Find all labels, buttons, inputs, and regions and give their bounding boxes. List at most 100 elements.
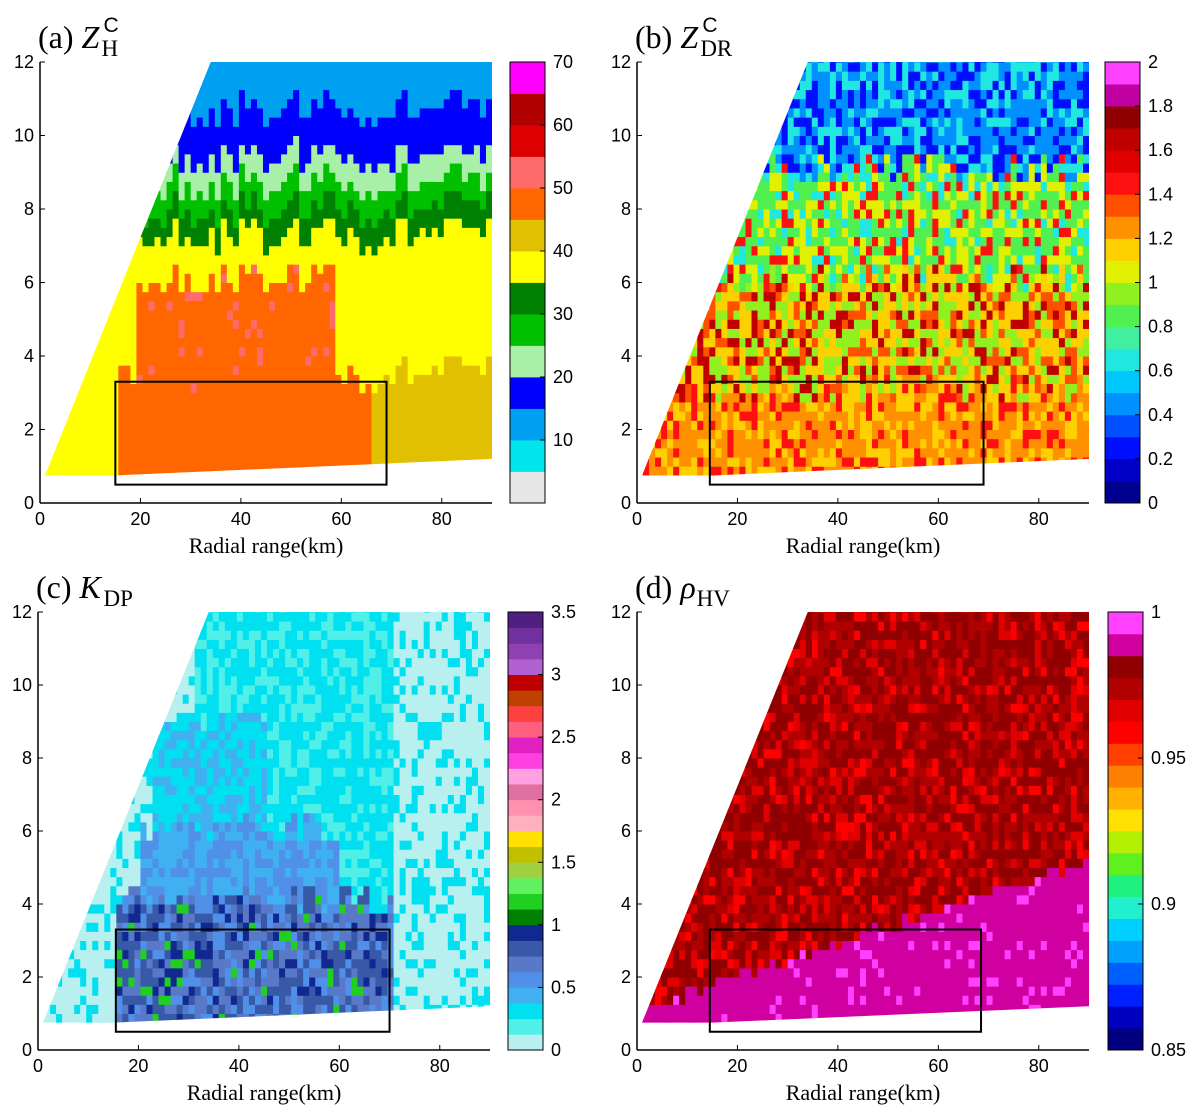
field-cell <box>201 1032 208 1051</box>
field-cell <box>351 995 358 1005</box>
title-subscript: H <box>102 36 119 61</box>
field-cell <box>993 439 1000 449</box>
field-cell <box>752 71 759 117</box>
field-cell <box>40 53 47 90</box>
field-cell <box>896 328 903 338</box>
field-cell <box>818 420 825 448</box>
field-cell <box>159 959 166 969</box>
field-cell <box>866 90 873 109</box>
field-cell <box>177 813 184 823</box>
field-cell <box>382 886 389 905</box>
field-cell <box>237 758 244 768</box>
field-cell <box>231 658 238 677</box>
field-cell <box>987 448 994 467</box>
field-cell <box>249 712 256 722</box>
field-cell <box>56 685 63 731</box>
field-cell <box>213 603 220 613</box>
field-cell <box>438 374 445 503</box>
field-cell <box>365 191 372 219</box>
field-cell <box>80 941 87 951</box>
field-cell <box>715 430 722 440</box>
field-cell <box>824 273 831 292</box>
field-cell <box>770 209 777 219</box>
field-cell <box>56 731 63 741</box>
field-cell <box>146 712 153 722</box>
field-cell <box>637 126 644 136</box>
field-cell <box>721 365 728 375</box>
field-cell <box>140 950 147 960</box>
field-cell <box>727 237 734 247</box>
field-cell <box>794 255 801 265</box>
field-cell <box>1059 117 1066 127</box>
field-cell <box>116 995 123 1014</box>
field-cell <box>88 163 95 191</box>
field-cell <box>357 776 364 804</box>
field-cell <box>1023 209 1030 219</box>
field-cell <box>655 90 662 118</box>
colorbar-level <box>1105 327 1140 349</box>
field-cell <box>981 154 988 164</box>
field-cell <box>956 200 963 210</box>
colorbar-tick-label: 0.2 <box>1148 449 1173 469</box>
colorbar-tick-label: 1.4 <box>1148 184 1173 204</box>
field-cell <box>800 283 807 293</box>
field-cell <box>1005 338 1012 357</box>
field-cell <box>92 722 99 732</box>
field-cell <box>291 986 298 1014</box>
field-cell <box>661 209 668 219</box>
field-cell <box>770 420 777 430</box>
field-cell <box>327 922 334 950</box>
field-cell <box>974 181 981 191</box>
field-cell <box>944 283 951 293</box>
field-cell <box>830 181 837 191</box>
field-cell <box>1065 264 1072 274</box>
field-cell <box>303 749 310 768</box>
field-cell <box>128 904 135 914</box>
field-cell <box>752 485 759 504</box>
field-cell <box>189 1014 196 1033</box>
field-cell <box>950 393 957 403</box>
field-cell <box>213 740 220 750</box>
field-cell <box>225 877 232 896</box>
field-cell <box>50 849 57 877</box>
field-cell <box>406 712 413 722</box>
field-cell <box>1065 99 1072 109</box>
field-cell <box>303 1032 310 1042</box>
field-cell <box>745 264 752 274</box>
field-cell <box>890 365 897 393</box>
field-cell <box>197 301 204 347</box>
field-cell <box>649 237 656 247</box>
field-cell <box>866 200 873 210</box>
field-cell <box>1041 209 1048 219</box>
field-cell <box>333 612 340 631</box>
field-cell <box>269 301 276 311</box>
field-cell <box>860 237 867 256</box>
field-cell <box>848 356 855 366</box>
field-cell <box>812 466 819 476</box>
field-cell <box>165 904 172 914</box>
field-cell <box>315 1041 322 1051</box>
field-cell <box>950 264 957 274</box>
field-cell <box>812 273 819 283</box>
field-cell <box>1041 227 1048 255</box>
field-cell <box>679 218 686 228</box>
field-cell <box>189 712 196 722</box>
field-cell <box>430 603 437 649</box>
field-cell <box>944 356 951 366</box>
field-cell <box>1053 374 1060 384</box>
field-cell <box>1041 292 1048 302</box>
field-cell <box>146 886 153 896</box>
field-cell <box>363 840 370 859</box>
field-cell <box>231 795 238 841</box>
field-cell <box>1029 62 1036 72</box>
field-cell <box>836 301 843 311</box>
field-cell <box>291 840 298 886</box>
field-cell <box>335 108 342 154</box>
field-cell <box>345 868 352 878</box>
field-cell <box>745 393 752 412</box>
field-cell <box>377 117 384 163</box>
field-cell <box>116 685 123 704</box>
field-cell <box>400 676 407 686</box>
field-cell <box>291 658 298 668</box>
field-cell <box>733 466 740 476</box>
